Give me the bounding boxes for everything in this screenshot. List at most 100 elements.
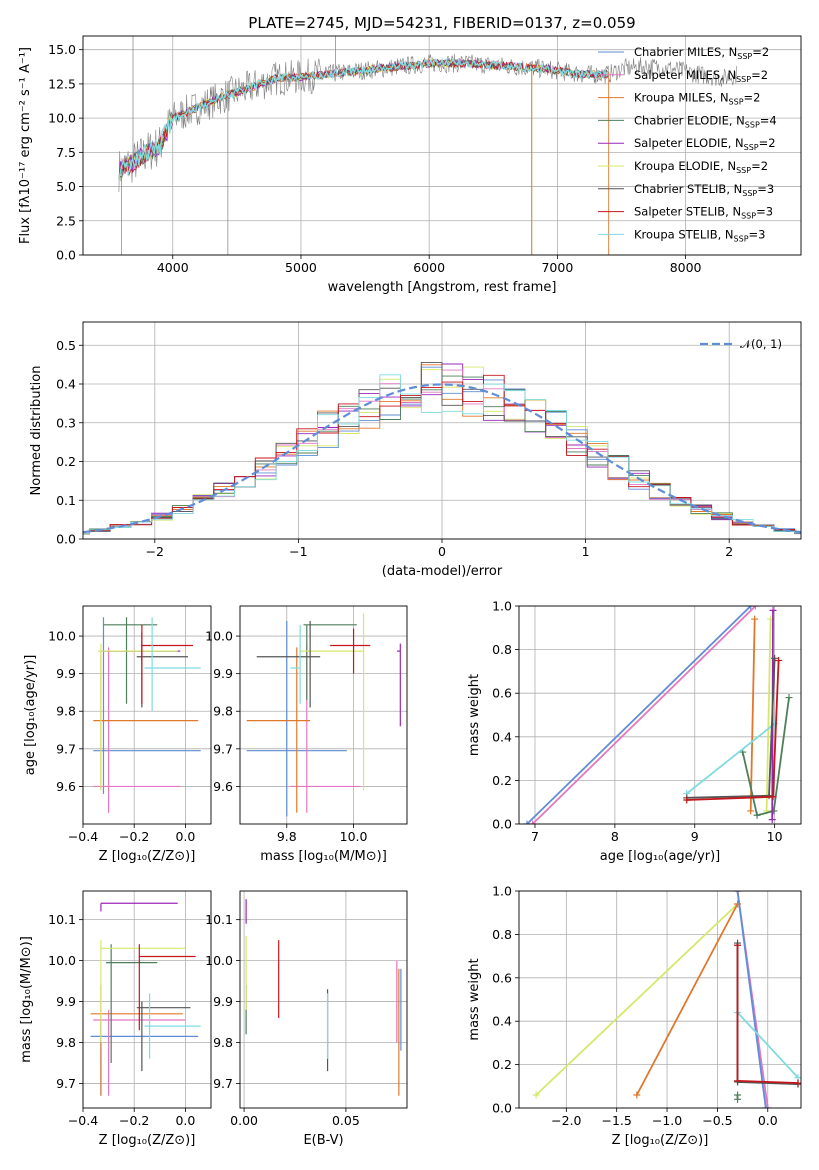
model-spectrum-salpeter_miles — [118, 58, 609, 180]
y-tick-label: 0.2 — [56, 454, 76, 469]
x-tick-label: −0.2 — [119, 829, 149, 844]
axes-frame — [82, 890, 212, 1109]
y-tick-label: 0.3 — [56, 415, 76, 430]
y-tick-label: 12.5 — [48, 76, 76, 91]
y-tick-label: 0.8 — [492, 927, 512, 942]
y-tick-label: 0.2 — [492, 1057, 512, 1072]
weight-marker — [765, 792, 773, 800]
y-tick-label: 9.9 — [56, 994, 76, 1009]
weight-line-kroupa_miles — [749, 619, 756, 811]
y-tick-label: 9.7 — [56, 1076, 76, 1091]
weight-line-chabrier_miles — [736, 891, 767, 1108]
histogram-kroupa_stelib — [83, 374, 801, 535]
y-axis-label: mass [log₁₀(M/M⊙)] — [19, 936, 34, 1063]
legend-label: Salpeter STELIB, NSSP=3 — [634, 205, 773, 221]
x-tick-label: 0.00 — [230, 1113, 258, 1128]
x-tick-label: −0.2 — [119, 1113, 149, 1128]
x-tick-label: 0 — [438, 544, 446, 559]
y-tick-label: 9.9 — [56, 666, 76, 681]
weight-marker — [775, 657, 783, 664]
weight-marker — [769, 606, 777, 614]
x-tick-label: 0.0 — [175, 1113, 195, 1128]
weight-marker — [751, 606, 759, 610]
x-axis-label: Z [log₁₀(Z/Z⊙)] — [612, 1133, 709, 1148]
spectrum-plot — [118, 36, 737, 255]
y-tick-label: 10.0 — [48, 953, 76, 968]
legend-label: Kroupa ELODIE, NSSP=2 — [634, 159, 768, 175]
x-tick-label: 10.0 — [340, 829, 368, 844]
x-tick-label: −1.0 — [652, 1113, 682, 1128]
x-tick-label: 0.0 — [758, 1113, 778, 1128]
chart-title: PLATE=2745, MJD=54231, FIBERID=0137, z=0… — [248, 14, 635, 32]
weight-marker — [747, 807, 755, 815]
x-axis-label: age [log₁₀(age/yr)] — [600, 849, 721, 864]
x-tick-label: −2 — [146, 544, 164, 559]
y-tick-label: 0.0 — [492, 1101, 512, 1116]
x-axis-label: (data-model)/error — [382, 564, 503, 579]
x-tick-label: 9 — [691, 829, 699, 844]
weight-marker — [785, 694, 793, 702]
y-tick-label: 9.9 — [213, 994, 233, 1009]
model-spectrum-kroupa_stelib — [118, 57, 609, 180]
x-tick-label: 10 — [767, 829, 783, 844]
y-tick-label: 0.1 — [56, 493, 76, 508]
x-tick-label: 8000 — [670, 260, 702, 275]
y-tick-label: 0.6 — [492, 686, 512, 701]
axes-frame — [239, 605, 408, 825]
y-tick-label: 0.0 — [492, 817, 512, 832]
legend-label: Salpeter ELODIE, NSSP=2 — [634, 136, 776, 152]
x-tick-label: 7 — [531, 829, 539, 844]
weight-marker — [764, 1104, 772, 1108]
weight-line-kroupa_stelib — [736, 1011, 799, 1079]
y-tick-label: 9.9 — [213, 666, 233, 681]
x-tick-label: 9.8 — [277, 829, 297, 844]
weight-marker — [747, 606, 755, 610]
y-axis-label: mass weight — [467, 958, 482, 1040]
x-tick-label: 4000 — [157, 260, 189, 275]
weight-marker — [523, 820, 531, 824]
y-axis-label: age [log₁₀(age/yr)] — [23, 655, 38, 776]
weight-line-kroupa_elodie — [765, 619, 772, 811]
legend-label: Chabrier MILES, NSSP=2 — [634, 45, 769, 61]
y-tick-label: 0.2 — [492, 773, 512, 788]
x-axis-label: wavelength [Angstrom, rest frame] — [328, 280, 557, 295]
y-tick-label: 10.0 — [48, 111, 76, 126]
model-spectrum-kroupa_elodie — [118, 58, 609, 180]
weight-marker — [769, 793, 777, 801]
x-axis-label: mass [log₁₀(M/M⊙)] — [260, 849, 387, 864]
y-tick-label: 15.0 — [48, 42, 76, 57]
x-tick-label: −1 — [289, 544, 307, 559]
axes-frame — [518, 605, 802, 825]
weight-line-salpeter_miles — [531, 606, 757, 824]
weight-marker — [734, 1077, 742, 1085]
y-tick-label: 0.8 — [492, 642, 512, 657]
weight-marker — [734, 891, 742, 895]
weight-marker — [753, 811, 761, 819]
weight-marker — [734, 1091, 742, 1099]
y-tick-label: 10.1 — [48, 912, 76, 927]
weight-marker — [529, 820, 537, 824]
weight-marker — [683, 796, 691, 804]
x-tick-label: −2.0 — [551, 1113, 581, 1128]
x-tick-label: 5000 — [285, 260, 317, 275]
y-tick-label: 1.0 — [492, 599, 512, 614]
y-tick-label: 9.8 — [56, 704, 76, 719]
y-tick-label: 9.8 — [56, 1035, 76, 1050]
weight-line-chabrier_stelib — [686, 658, 776, 799]
y-tick-label: 0.6 — [492, 970, 512, 985]
x-tick-label: 1 — [582, 544, 590, 559]
legend-label: Salpeter MILES, NSSP=2 — [634, 68, 768, 84]
weight-marker — [768, 816, 776, 824]
y-tick-label: 10.1 — [205, 912, 233, 927]
normal-curve — [83, 383, 801, 534]
histogram-plot — [83, 361, 801, 535]
y-tick-label: 10.0 — [205, 953, 233, 968]
weight-marker — [532, 1091, 540, 1099]
axes-frame — [82, 321, 802, 540]
axes-frame — [239, 890, 408, 1109]
legend-label: 𝒩(0, 1) — [740, 337, 782, 351]
weight-marker — [762, 1104, 770, 1108]
weight-marker — [751, 615, 759, 623]
x-tick-label: 0.0 — [175, 829, 195, 844]
y-tick-label: 0.0 — [56, 248, 76, 263]
